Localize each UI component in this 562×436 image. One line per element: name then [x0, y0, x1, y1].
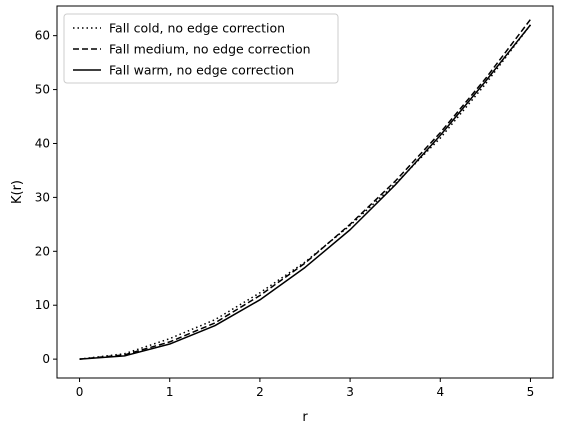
legend-box	[63, 13, 339, 84]
y-tick-label: 10	[35, 298, 50, 312]
x-tick-label: 1	[166, 385, 174, 399]
x-tick-label: 5	[527, 385, 535, 399]
series-line-3	[79, 24, 532, 360]
legend: Fall cold, no edge correction Fall medium…	[63, 13, 339, 84]
x-tick-label: 0	[76, 385, 84, 399]
plot-frame	[56, 5, 554, 379]
y-tick-label: 60	[35, 29, 50, 43]
x-axis-label: r	[302, 410, 308, 425]
x-tick-label: 2	[256, 385, 264, 399]
legend-label-2: Fall medium, no edge correction	[109, 42, 311, 57]
series-line-1	[79, 24, 532, 360]
legend-label-3: Fall warm, no edge correction	[109, 63, 294, 78]
series-line-2	[79, 19, 532, 360]
y-tick-label: 50	[35, 83, 50, 97]
legend-label-1: Fall cold, no edge correction	[109, 21, 285, 36]
x-tick-label: 4	[436, 385, 444, 399]
x-tick-label: 3	[346, 385, 354, 399]
series-lines	[79, 19, 532, 360]
y-tick-label: 40	[35, 136, 50, 150]
y-tick-label: 30	[35, 190, 50, 204]
y-axis-label: K(r)	[10, 180, 25, 204]
y-tick-label: 20	[35, 244, 50, 258]
y-tick-label: 0	[42, 352, 50, 366]
